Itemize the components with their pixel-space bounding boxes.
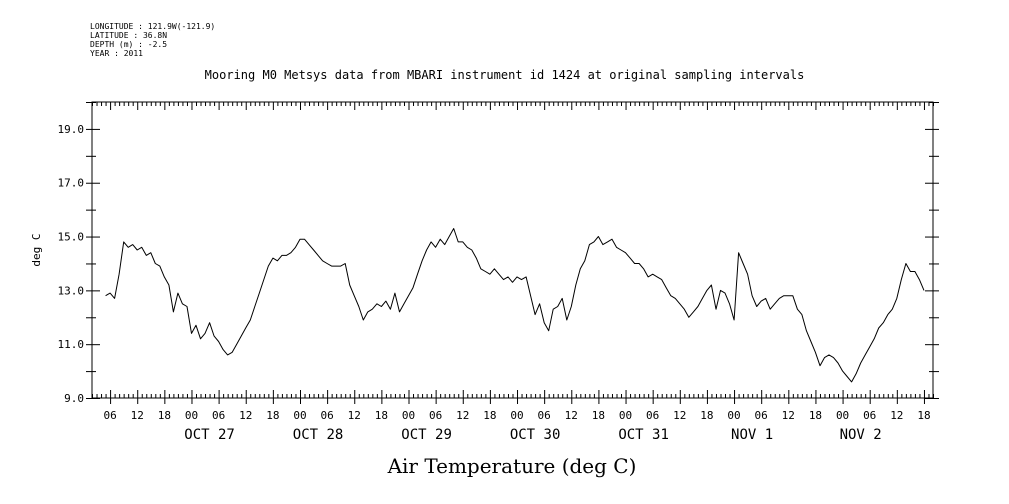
y-tick-label: 11.0 [58,338,85,351]
x-tick-label: 06 [755,409,768,422]
depth-text: DEPTH (m) : -2.5 [90,40,168,49]
x-tick-label: 06 [320,409,333,422]
x-tick-label: 18 [592,409,605,422]
x-tick-label: 12 [239,409,252,422]
x-tick-label: 00 [510,409,523,422]
x-tick-label: 00 [185,409,198,422]
x-tick-label: 18 [375,409,388,422]
x-tick-label: 18 [266,409,279,422]
x-tick-label: 18 [700,409,713,422]
series-layer [105,228,925,383]
x-tick-label: 06 [103,409,116,422]
x-tick-label: 12 [348,409,361,422]
x-axis-label: Air Temperature (deg C) [387,454,637,478]
x-tick-label: 06 [646,409,659,422]
x-tick-label: 12 [565,409,578,422]
x-date-label: OCT 30 [510,427,561,443]
x-tick-label: 06 [212,409,225,422]
x-tick-label: 06 [429,409,442,422]
year-text: YEAR : 2011 [90,49,143,58]
x-tick-label: 06 [863,409,876,422]
plot-frame [91,101,934,399]
latitude-text: LATITUDE : 36.8N [90,31,168,40]
x-tick-label: 00 [727,409,740,422]
y-tick-label: 17.0 [58,177,85,190]
x-tick-label: 18 [809,409,822,422]
x-tick-label: 18 [483,409,496,422]
x-date-label: OCT 27 [184,427,235,443]
x-tick-label: 12 [782,409,795,422]
y-axis-label: deg C [30,233,43,266]
x-date-label: OCT 28 [293,427,344,443]
x-tick-label: 18 [917,409,930,422]
x-tick-label: 00 [402,409,415,422]
x-tick-label: 18 [158,409,171,422]
x-date-label: NOV 1 [731,427,773,443]
chart-title: Mooring M0 Metsys data from MBARI instru… [204,68,805,82]
x-tick-label: 12 [456,409,469,422]
y-tick-label: 19.0 [58,123,85,136]
x-tick-label: 06 [538,409,551,422]
y-tick-label: 9.0 [64,392,84,405]
x-tick-label: 12 [673,409,686,422]
x-date-label: OCT 31 [618,427,669,443]
longitude-text: LONGITUDE : 121.9W(-121.9) [90,22,216,31]
y-tick-label: 13.0 [58,284,85,297]
x-date-label: NOV 2 [840,427,882,443]
x-tick-label: 00 [293,409,306,422]
axes: 06 12 18 00 06 12 18 00 06 12 18 00 06 12 18 00 06 12 18 00… [58,101,939,443]
x-tick-label: 12 [890,409,903,422]
x-tick-label: 00 [836,409,849,422]
series-line [105,228,925,383]
x-tick-label: 00 [619,409,632,422]
x-tick-label: 12 [131,409,144,422]
x-date-label: OCT 29 [401,427,452,443]
metadata-block: LONGITUDE : 121.9W(-121.9) LATITUDE : 36… [90,22,215,58]
y-tick-label: 15.0 [58,231,85,244]
